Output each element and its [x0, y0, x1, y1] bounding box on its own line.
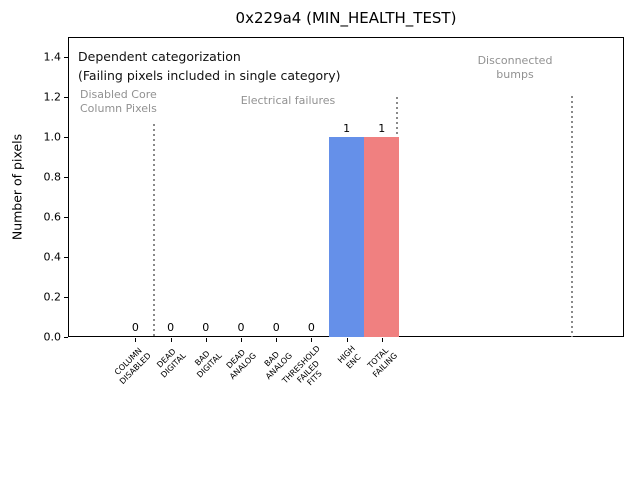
bar-value-label: 1 [343, 122, 351, 135]
region-label-disabled-core: Disabled Core Column Pixels [80, 88, 157, 115]
bar-value-label: 0 [272, 321, 280, 334]
region-separator-line [153, 124, 155, 337]
y-tick-label: 0.4 [43, 250, 62, 264]
y-axis-tick [64, 57, 68, 58]
bar [329, 137, 365, 337]
bar-value-label: 0 [167, 321, 175, 334]
x-tick-label: BAD DIGITAL [192, 349, 223, 380]
y-axis-tick [64, 137, 68, 138]
x-tick-label: HIGH ENC [336, 344, 363, 371]
y-axis-tick [64, 217, 68, 218]
x-tick-label: COLUMN DISABLED [112, 346, 153, 386]
bar-value-label: 0 [131, 321, 139, 334]
x-tick-label: DEAD ANALOG [225, 347, 259, 381]
region-separator-line [571, 96, 573, 337]
y-axis-tick [64, 297, 68, 298]
x-axis-tick [135, 338, 137, 342]
x-axis-tick [346, 338, 348, 342]
region-label-disconnected-bumps: Disconnected bumps [477, 54, 553, 81]
y-axis-tick [64, 177, 68, 178]
dependent-categorization-note: Dependent categorization [78, 49, 241, 64]
x-axis-tick [205, 338, 207, 342]
y-tick-label: 0.0 [43, 330, 62, 344]
y-axis-label: Number of pixels [9, 133, 25, 241]
y-tick-label: 0.8 [43, 170, 62, 184]
region-label-electrical-failures: Electrical failures [240, 94, 336, 107]
x-axis-tick [170, 338, 172, 342]
y-axis-tick [64, 337, 68, 338]
y-tick-label: 0.6 [43, 210, 62, 224]
bar-value-label: 1 [378, 122, 386, 135]
x-axis-tick [381, 338, 383, 342]
bar [364, 137, 400, 337]
x-axis-tick [276, 338, 278, 342]
single-category-note: (Failing pixels included in single categ… [78, 68, 341, 83]
x-axis-tick [311, 338, 313, 342]
bar-value-label: 0 [307, 321, 315, 334]
y-tick-label: 1.0 [43, 130, 62, 144]
x-axis-tick [241, 338, 242, 342]
y-tick-label: 0.2 [43, 290, 62, 304]
chart-title: 0x229a4 (MIN_HEALTH_TEST) [235, 9, 457, 27]
y-axis-tick [64, 97, 68, 98]
bar-value-label: 0 [237, 321, 245, 334]
y-tick-label: 1.4 [43, 50, 62, 64]
y-tick-label: 1.2 [43, 90, 62, 104]
bar-value-label: 0 [202, 321, 210, 334]
x-tick-label: TOTAL FAILING [365, 345, 399, 379]
y-axis-tick [64, 257, 68, 258]
x-tick-label: DEAD DIGITAL [155, 346, 188, 380]
